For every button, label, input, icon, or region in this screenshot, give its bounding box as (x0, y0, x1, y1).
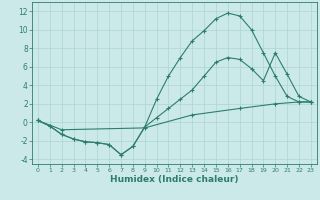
X-axis label: Humidex (Indice chaleur): Humidex (Indice chaleur) (110, 175, 239, 184)
